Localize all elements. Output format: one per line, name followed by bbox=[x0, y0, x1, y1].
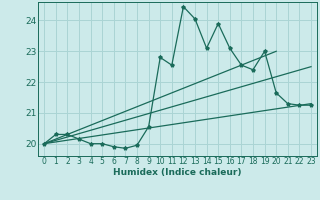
X-axis label: Humidex (Indice chaleur): Humidex (Indice chaleur) bbox=[113, 168, 242, 177]
